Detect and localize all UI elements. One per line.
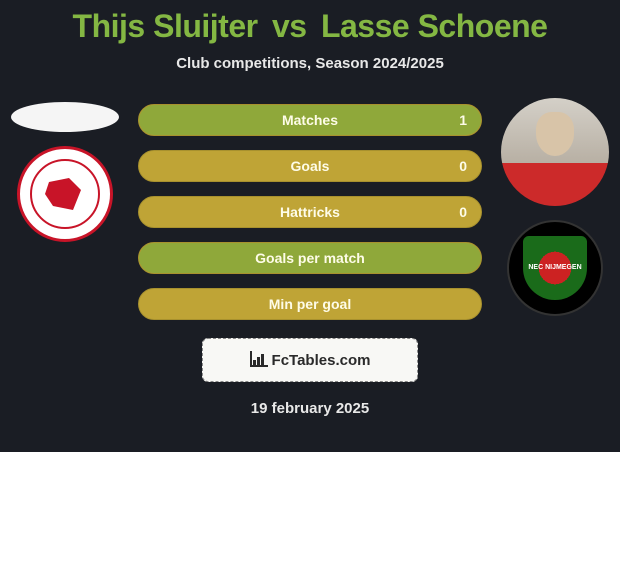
- stat-bar: Matches1: [138, 104, 482, 136]
- stat-bar-value-right: 1: [459, 112, 467, 128]
- stat-bar-value-right: 0: [459, 158, 467, 174]
- player1-name: Thijs Sluijter: [73, 8, 258, 44]
- stat-bar: Goals0: [138, 150, 482, 182]
- stat-bar-label: Hattricks: [139, 204, 481, 220]
- stat-bar: Hattricks0: [138, 196, 482, 228]
- right-column: NEC NIJMEGEN: [500, 98, 610, 316]
- player1-avatar: [11, 102, 119, 132]
- stat-bar: Goals per match: [138, 242, 482, 274]
- stat-bar-label: Matches: [139, 112, 481, 128]
- player2-name: Lasse Schoene: [321, 8, 548, 44]
- main-row: Matches1Goals0Hattricks0Goals per matchM…: [0, 98, 620, 320]
- crest-nec-text: NEC NIJMEGEN: [528, 264, 581, 272]
- page-title: Thijs Sluijter vs Lasse Schoene: [73, 8, 548, 45]
- stat-bars: Matches1Goals0Hattricks0Goals per matchM…: [138, 98, 482, 320]
- brand-box[interactable]: FcTables.com: [202, 338, 418, 382]
- player2-avatar: [501, 98, 609, 206]
- stat-bar-value-right: 0: [459, 204, 467, 220]
- stat-bar-label: Goals per match: [139, 250, 481, 266]
- subtitle: Club competitions, Season 2024/2025: [176, 55, 444, 72]
- chart-icon: [250, 353, 266, 367]
- date-text: 19 february 2025: [251, 400, 369, 417]
- brand-text: FcTables.com: [272, 352, 371, 369]
- comparison-card: Thijs Sluijter vs Lasse Schoene Club com…: [0, 0, 620, 452]
- vs-text: vs: [272, 8, 307, 44]
- stat-bar: Min per goal: [138, 288, 482, 320]
- stat-bar-label: Goals: [139, 158, 481, 174]
- player1-club-crest: [17, 146, 113, 242]
- left-column: [10, 98, 120, 242]
- stat-bar-label: Min per goal: [139, 296, 481, 312]
- player2-club-crest: NEC NIJMEGEN: [507, 220, 603, 316]
